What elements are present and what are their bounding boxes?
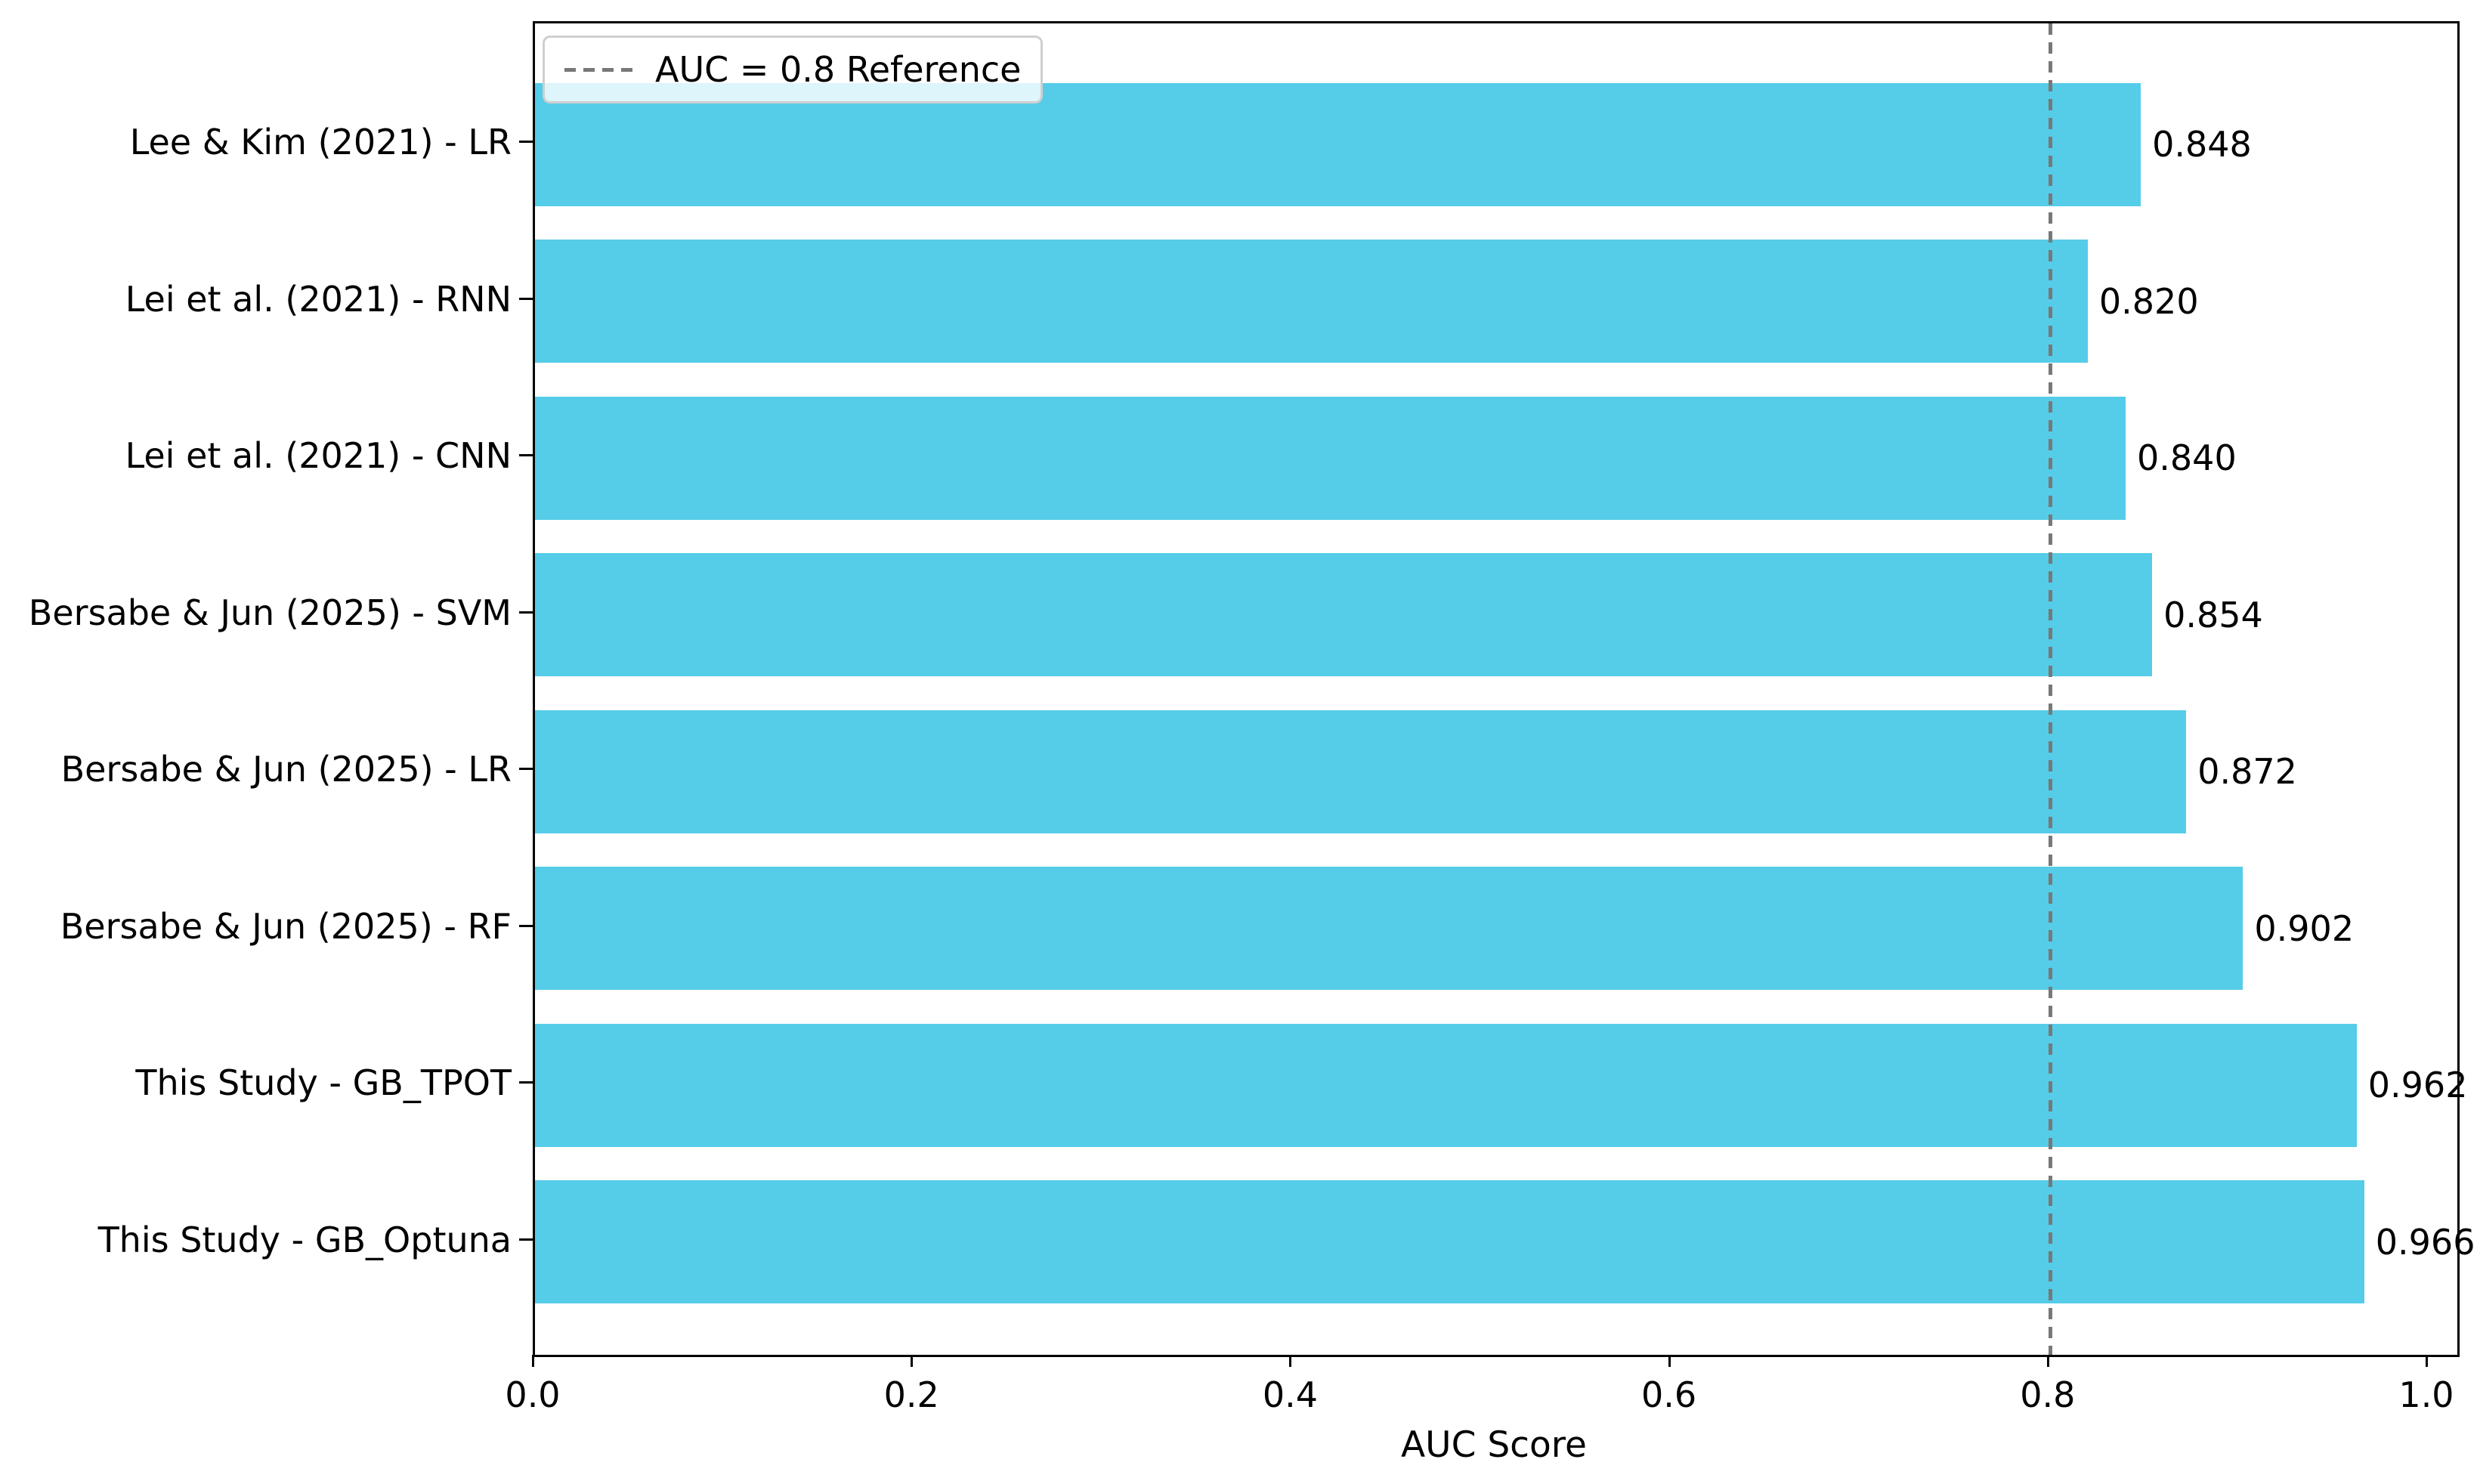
x-tick-label: 0.4 xyxy=(1262,1374,1318,1415)
x-tick-mark xyxy=(1668,1355,1671,1367)
category-label: Lei et al. (2021) - RNN xyxy=(125,278,512,320)
x-tick-mark xyxy=(532,1355,534,1367)
bar-value-label: 0.872 xyxy=(2197,751,2297,792)
legend: AUC = 0.8 Reference xyxy=(543,36,1044,104)
bar xyxy=(535,396,2126,520)
bar-value-label: 0.966 xyxy=(2375,1221,2475,1263)
bar xyxy=(535,553,2153,676)
y-tick-mark xyxy=(519,141,533,143)
bar xyxy=(535,240,2088,363)
x-tick-label: 1.0 xyxy=(2398,1374,2454,1415)
y-tick-mark xyxy=(519,297,533,300)
category-label: This Study - GB_Optuna xyxy=(97,1219,512,1260)
bar xyxy=(535,1023,2357,1147)
legend-dashed-line-icon xyxy=(564,67,634,72)
x-tick-label: 0.2 xyxy=(883,1374,939,1415)
bar-value-label: 0.820 xyxy=(2098,280,2199,322)
x-tick-mark xyxy=(1289,1355,1292,1367)
bar-value-label: 0.840 xyxy=(2137,437,2237,478)
y-tick-mark xyxy=(519,1081,533,1084)
x-tick-mark xyxy=(2046,1355,2049,1367)
bar-value-label: 0.962 xyxy=(2367,1065,2468,1105)
category-label: Lee & Kim (2021) - LR xyxy=(129,122,512,162)
reference-line xyxy=(2048,23,2052,1355)
plot-area: AUC = 0.8 Reference 0.848 0.820 0.840 0.854… xyxy=(533,21,2475,1357)
bar xyxy=(535,867,2243,990)
bar-value-label: 0.902 xyxy=(2254,907,2355,949)
y-tick-mark xyxy=(519,768,533,770)
bar-value-label: 0.848 xyxy=(2152,124,2252,165)
y-tick-mark xyxy=(519,1238,533,1241)
y-tick-mark xyxy=(519,454,533,456)
category-label: Lei et al. (2021) - CNN xyxy=(125,435,512,476)
bar-value-label: 0.854 xyxy=(2163,594,2263,635)
bar xyxy=(535,710,2187,833)
x-tick-label: 0.8 xyxy=(2020,1374,2076,1415)
y-tick-mark xyxy=(519,611,533,614)
category-label: This Study - GB_TPOT xyxy=(135,1062,512,1103)
x-tick-mark xyxy=(2426,1355,2428,1367)
bar xyxy=(535,1180,2364,1303)
legend-label: AUC = 0.8 Reference xyxy=(655,49,1022,90)
category-label: Bersabe & Jun (2025) - LR xyxy=(60,749,512,790)
x-tick-label: 0.0 xyxy=(505,1374,561,1415)
x-tick-label: 0.6 xyxy=(1641,1374,1697,1415)
category-label: Bersabe & Jun (2025) - RF xyxy=(60,905,512,947)
x-axis-label: AUC Score xyxy=(1401,1424,1587,1466)
y-tick-mark xyxy=(519,924,533,927)
category-label: Bersabe & Jun (2025) - SVM xyxy=(28,592,512,633)
x-tick-mark xyxy=(911,1355,914,1367)
